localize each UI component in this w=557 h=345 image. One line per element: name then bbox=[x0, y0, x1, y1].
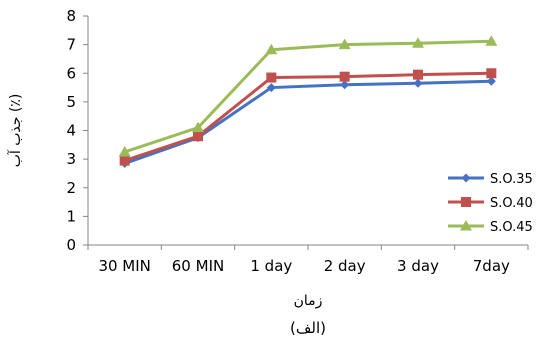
y-axis-label: جذب آب (٪) bbox=[7, 94, 24, 168]
legend-label: S.O.35 bbox=[490, 172, 533, 187]
data-point bbox=[486, 68, 497, 79]
legend-swatch-marker bbox=[461, 173, 471, 183]
y-tick-label: 4 bbox=[66, 122, 76, 140]
x-tick-label: 3 day bbox=[397, 257, 439, 275]
y-tick-label: 0 bbox=[66, 236, 76, 254]
x-tick-label: 2 day bbox=[324, 257, 366, 275]
series-0 bbox=[120, 76, 496, 168]
data-point bbox=[338, 38, 351, 50]
data-point bbox=[119, 155, 130, 166]
series-line bbox=[124, 39, 492, 154]
legend: S.O.35 S.O.40 S.O.45 bbox=[448, 172, 533, 235]
series-line bbox=[124, 71, 492, 162]
series-group bbox=[118, 35, 498, 168]
y-tick-label: 6 bbox=[66, 64, 76, 82]
data-point bbox=[266, 83, 276, 93]
y-tick-label: 2 bbox=[66, 179, 76, 197]
series-2 bbox=[118, 35, 498, 157]
x-tick-label: 30 MIN bbox=[98, 257, 150, 275]
legend-swatch-marker bbox=[460, 220, 472, 231]
data-point bbox=[340, 80, 350, 90]
data-point bbox=[412, 37, 424, 48]
legend-label: S.O.40 bbox=[490, 196, 533, 211]
legend-item: S.O.40 bbox=[448, 196, 533, 211]
data-point bbox=[486, 76, 496, 86]
data-point bbox=[413, 69, 423, 80]
y-tick-label: 5 bbox=[66, 93, 76, 111]
x-tick-label: 1 day bbox=[250, 257, 292, 275]
x-tick-label: 7day bbox=[473, 257, 510, 275]
y-tick-label: 8 bbox=[66, 7, 76, 25]
data-point bbox=[266, 72, 277, 83]
series-1 bbox=[119, 68, 497, 166]
data-point bbox=[193, 131, 203, 142]
data-point bbox=[485, 35, 498, 46]
legend-swatch-marker bbox=[461, 197, 471, 207]
x-tick-labels: 30 MIN 60 MIN 1 day 2 day 3 day 7day bbox=[98, 257, 510, 275]
data-point bbox=[265, 43, 278, 55]
figure-caption: (الف) bbox=[290, 319, 326, 337]
y-tick-label: 1 bbox=[66, 207, 76, 225]
x-axis-label: زمان bbox=[294, 293, 323, 309]
axes bbox=[83, 15, 529, 250]
series-line bbox=[124, 79, 492, 165]
x-tick-label: 60 MIN bbox=[172, 257, 224, 275]
data-point bbox=[413, 78, 423, 88]
legend-item: S.O.45 bbox=[448, 220, 533, 235]
y-tick-label: 3 bbox=[66, 150, 76, 168]
y-tick-label: 7 bbox=[66, 36, 76, 54]
y-tick-labels: 0 1 2 3 4 5 6 7 8 bbox=[66, 7, 76, 254]
data-point bbox=[118, 145, 131, 157]
legend-label: S.O.45 bbox=[490, 220, 533, 235]
legend-item: S.O.35 bbox=[448, 172, 533, 187]
data-point bbox=[339, 71, 350, 82]
data-point bbox=[192, 121, 204, 133]
